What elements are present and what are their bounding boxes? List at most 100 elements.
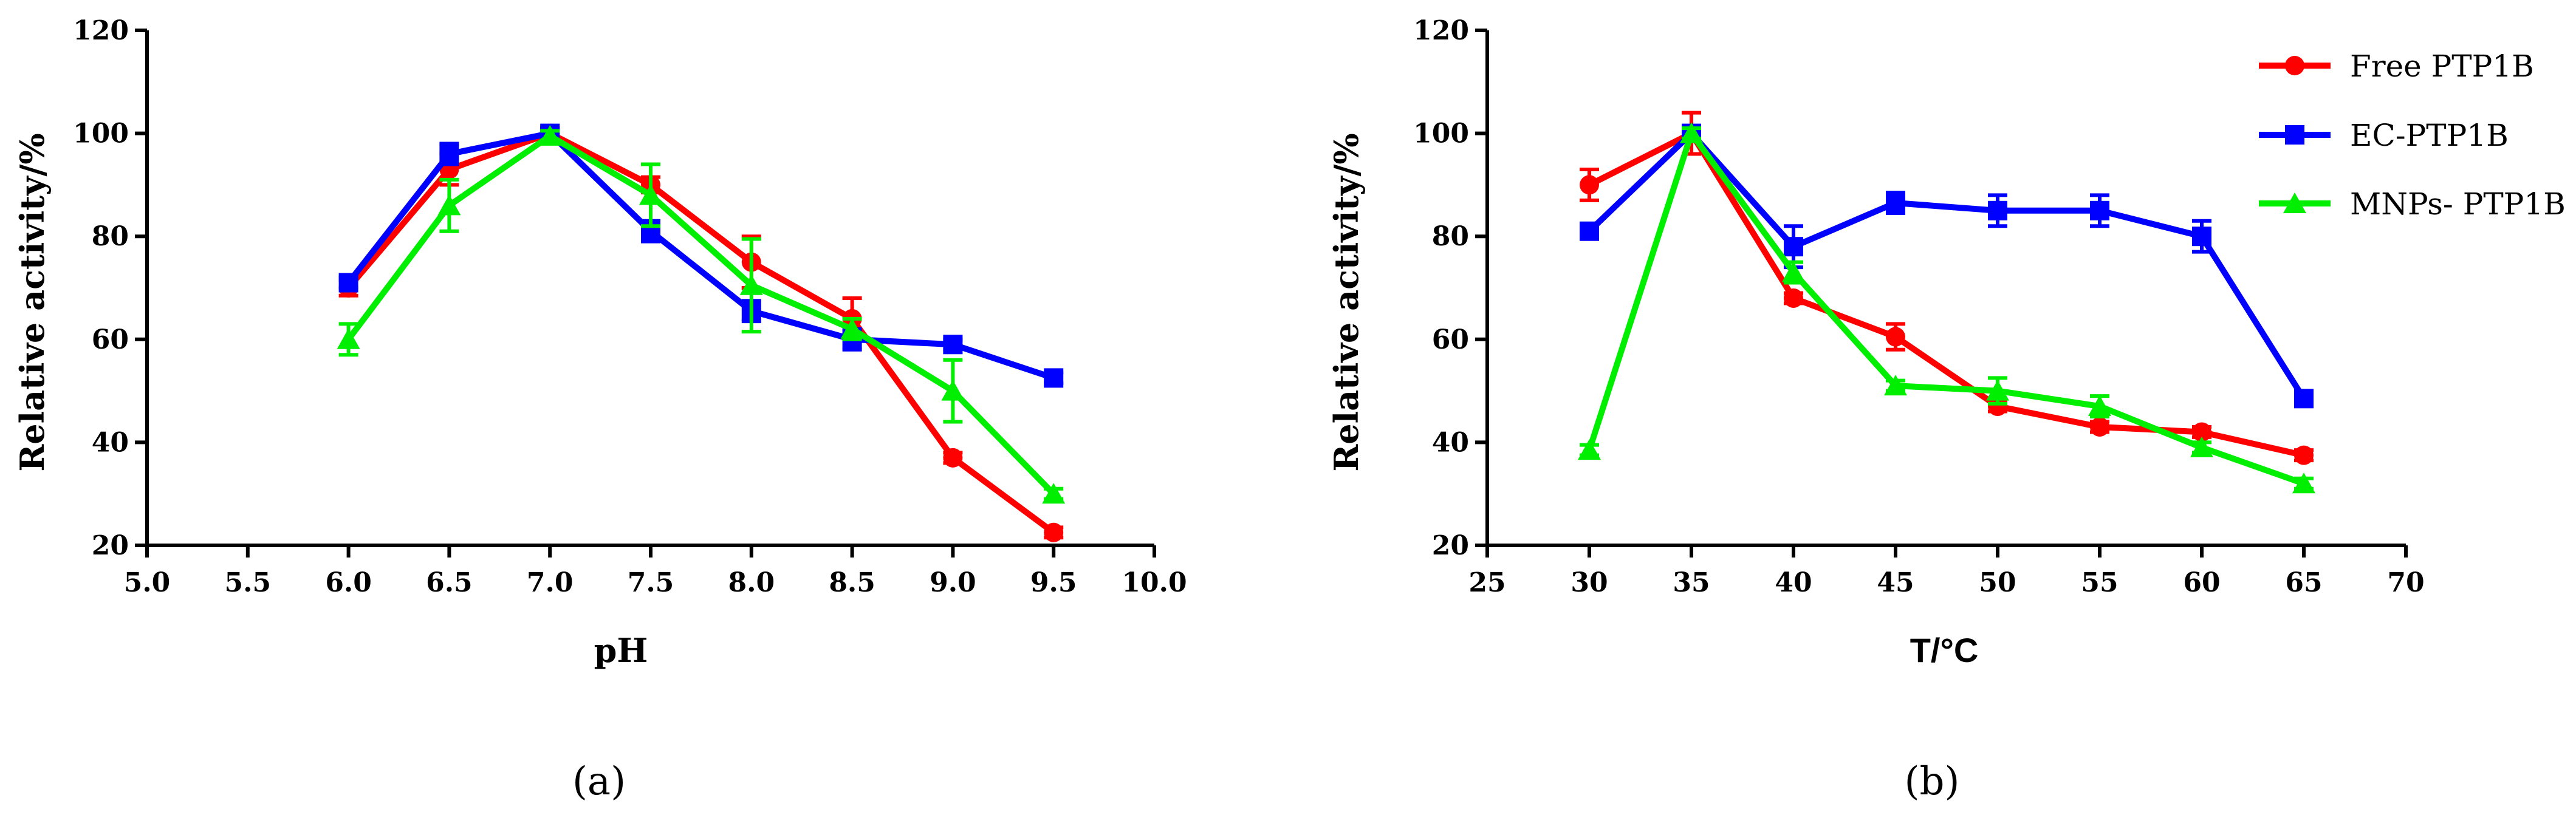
data-point: [338, 273, 358, 293]
x-tick-label: 5.0: [124, 567, 171, 598]
data-point: [2090, 200, 2109, 220]
panel-b-y-axis-title: Relative activity/%: [1327, 133, 1366, 471]
x-tick-label: 25: [1468, 567, 1506, 598]
series-ec-ptp1b: [1580, 123, 2314, 409]
y-tick-label: 20: [1432, 530, 1469, 561]
series-line-ec-ptp1b: [346, 130, 1055, 381]
series-mnps-ptp1b: [337, 124, 1066, 504]
x-tick-label: 60: [2183, 567, 2220, 598]
legend-label-free: Free PTP1B: [2350, 49, 2534, 84]
x-tick-label: 8.0: [728, 567, 775, 598]
panel-a-axes: [145, 30, 1154, 547]
data-point: [1580, 175, 1599, 195]
x-tick-label: 6.0: [325, 567, 372, 598]
legend-item-ec: EC-PTP1B: [2259, 118, 2509, 153]
data-point: [2294, 445, 2314, 465]
x-tick-label: 70: [2387, 567, 2424, 598]
data-point: [337, 328, 360, 349]
x-tick-label: 35: [1673, 567, 1710, 598]
series-line-free-ptp1b: [346, 130, 1056, 535]
x-tick-label: 10.0: [1122, 567, 1187, 598]
data-point: [943, 448, 963, 468]
x-tick-label: 55: [2081, 567, 2118, 598]
x-tick-label: 65: [2285, 567, 2322, 598]
data-point: [1044, 368, 1064, 388]
data-point: [840, 318, 864, 339]
x-tick-label: 5.5: [225, 567, 272, 598]
x-tick-label: 40: [1775, 567, 1812, 598]
x-tick-label: 8.5: [829, 567, 875, 598]
x-tick-label: 50: [1979, 567, 2016, 598]
panel-a-y-axis-title: Relative activity/%: [13, 133, 52, 471]
series-ec-ptp1b: [338, 123, 1064, 388]
data-point: [2088, 395, 2111, 417]
data-point: [1886, 193, 1905, 213]
series-mnps-ptp1b: [1578, 122, 2315, 494]
y-tick-label: 60: [92, 324, 129, 355]
panel-b-y-ticks: 20 40 60 80 100 120: [1413, 15, 1487, 561]
y-tick-label: 120: [1413, 15, 1469, 46]
data-point: [1884, 375, 1907, 396]
series-line-mnps-ptp1b: [1586, 130, 2305, 486]
panel-b-x-axis-title: T/°C: [1910, 631, 1979, 669]
data-point: [538, 124, 562, 146]
series-line-ec-ptp1b: [1587, 130, 2307, 400]
panel-a-x-axis-title: pH: [594, 631, 648, 670]
x-tick-label: 7.0: [527, 567, 574, 598]
data-point: [1986, 380, 2009, 401]
y-tick-label: 40: [1432, 427, 1469, 458]
y-tick-label: 60: [1432, 324, 1469, 355]
data-point: [739, 274, 763, 295]
panel-a-chart: 5.0 5.5 6.0 6.5 7.0 7.5 8.0 8.5 9.0 9.5 10.0 20 40 6…: [13, 15, 1187, 804]
data-point: [439, 144, 459, 164]
legend: Free PTP1B EC-PTP1B MNPs- PTP1B: [2259, 49, 2566, 222]
legend-label-ec: EC-PTP1B: [2350, 118, 2509, 153]
panel-b-axes: [1485, 30, 2406, 547]
panel-b-label: (b): [1905, 759, 1960, 804]
x-tick-label: 9.5: [1030, 567, 1077, 598]
legend-marker-mnp: [2283, 193, 2306, 213]
data-point: [1784, 288, 1803, 308]
legend-item-mnp: MNPs- PTP1B: [2259, 186, 2566, 222]
data-point: [943, 335, 963, 355]
legend-label-mnp: MNPs- PTP1B: [2350, 186, 2566, 222]
y-tick-label: 20: [92, 530, 129, 561]
data-point: [941, 380, 965, 401]
panel-a-x-ticks: 5.0 5.5 6.0 6.5 7.0 7.5 8.0 8.5 9.0 9.5 10.0: [124, 545, 1187, 598]
data-point: [2192, 227, 2211, 247]
data-point: [1988, 200, 2007, 220]
series-free-ptp1b: [1580, 111, 2314, 465]
data-point: [1580, 221, 1599, 241]
data-point: [1680, 122, 1703, 143]
data-point: [437, 194, 461, 216]
panel-b-chart: 25 30 35 40 45 50 55 60 65 70 20 40 60 80 100 120 T/°C…: [1327, 15, 2425, 804]
x-tick-label: 7.5: [628, 567, 674, 598]
panel-a-label: (a): [572, 759, 626, 804]
y-tick-label: 80: [92, 221, 129, 252]
data-point: [639, 184, 662, 205]
data-point: [1578, 439, 1601, 460]
legend-marker-free: [2285, 56, 2304, 75]
x-tick-label: 45: [1877, 567, 1914, 598]
series-line-free-ptp1b: [1588, 130, 2305, 459]
legend-item-free: Free PTP1B: [2259, 49, 2534, 84]
data-point: [1886, 327, 1905, 347]
legend-marker-ec: [2285, 125, 2304, 145]
y-tick-label: 40: [92, 427, 129, 458]
data-point: [1044, 522, 1064, 542]
panel-b-series: [1578, 111, 2315, 494]
panel-a-y-ticks: 20 40 60 80 100 120: [73, 15, 147, 561]
series-line-mnps-ptp1b: [346, 132, 1056, 496]
y-tick-label: 100: [1413, 118, 1469, 149]
x-tick-label: 30: [1571, 567, 1608, 598]
data-point: [1042, 483, 1066, 504]
data-point: [1784, 237, 1803, 257]
data-point: [1782, 261, 1805, 282]
data-point: [2090, 417, 2109, 437]
panel-b-x-ticks: 25 30 35 40 45 50 55 60 65 70: [1468, 545, 2425, 598]
y-tick-label: 80: [1432, 221, 1469, 252]
data-point: [2190, 436, 2213, 457]
x-tick-label: 6.5: [426, 567, 473, 598]
data-point: [2294, 389, 2314, 409]
